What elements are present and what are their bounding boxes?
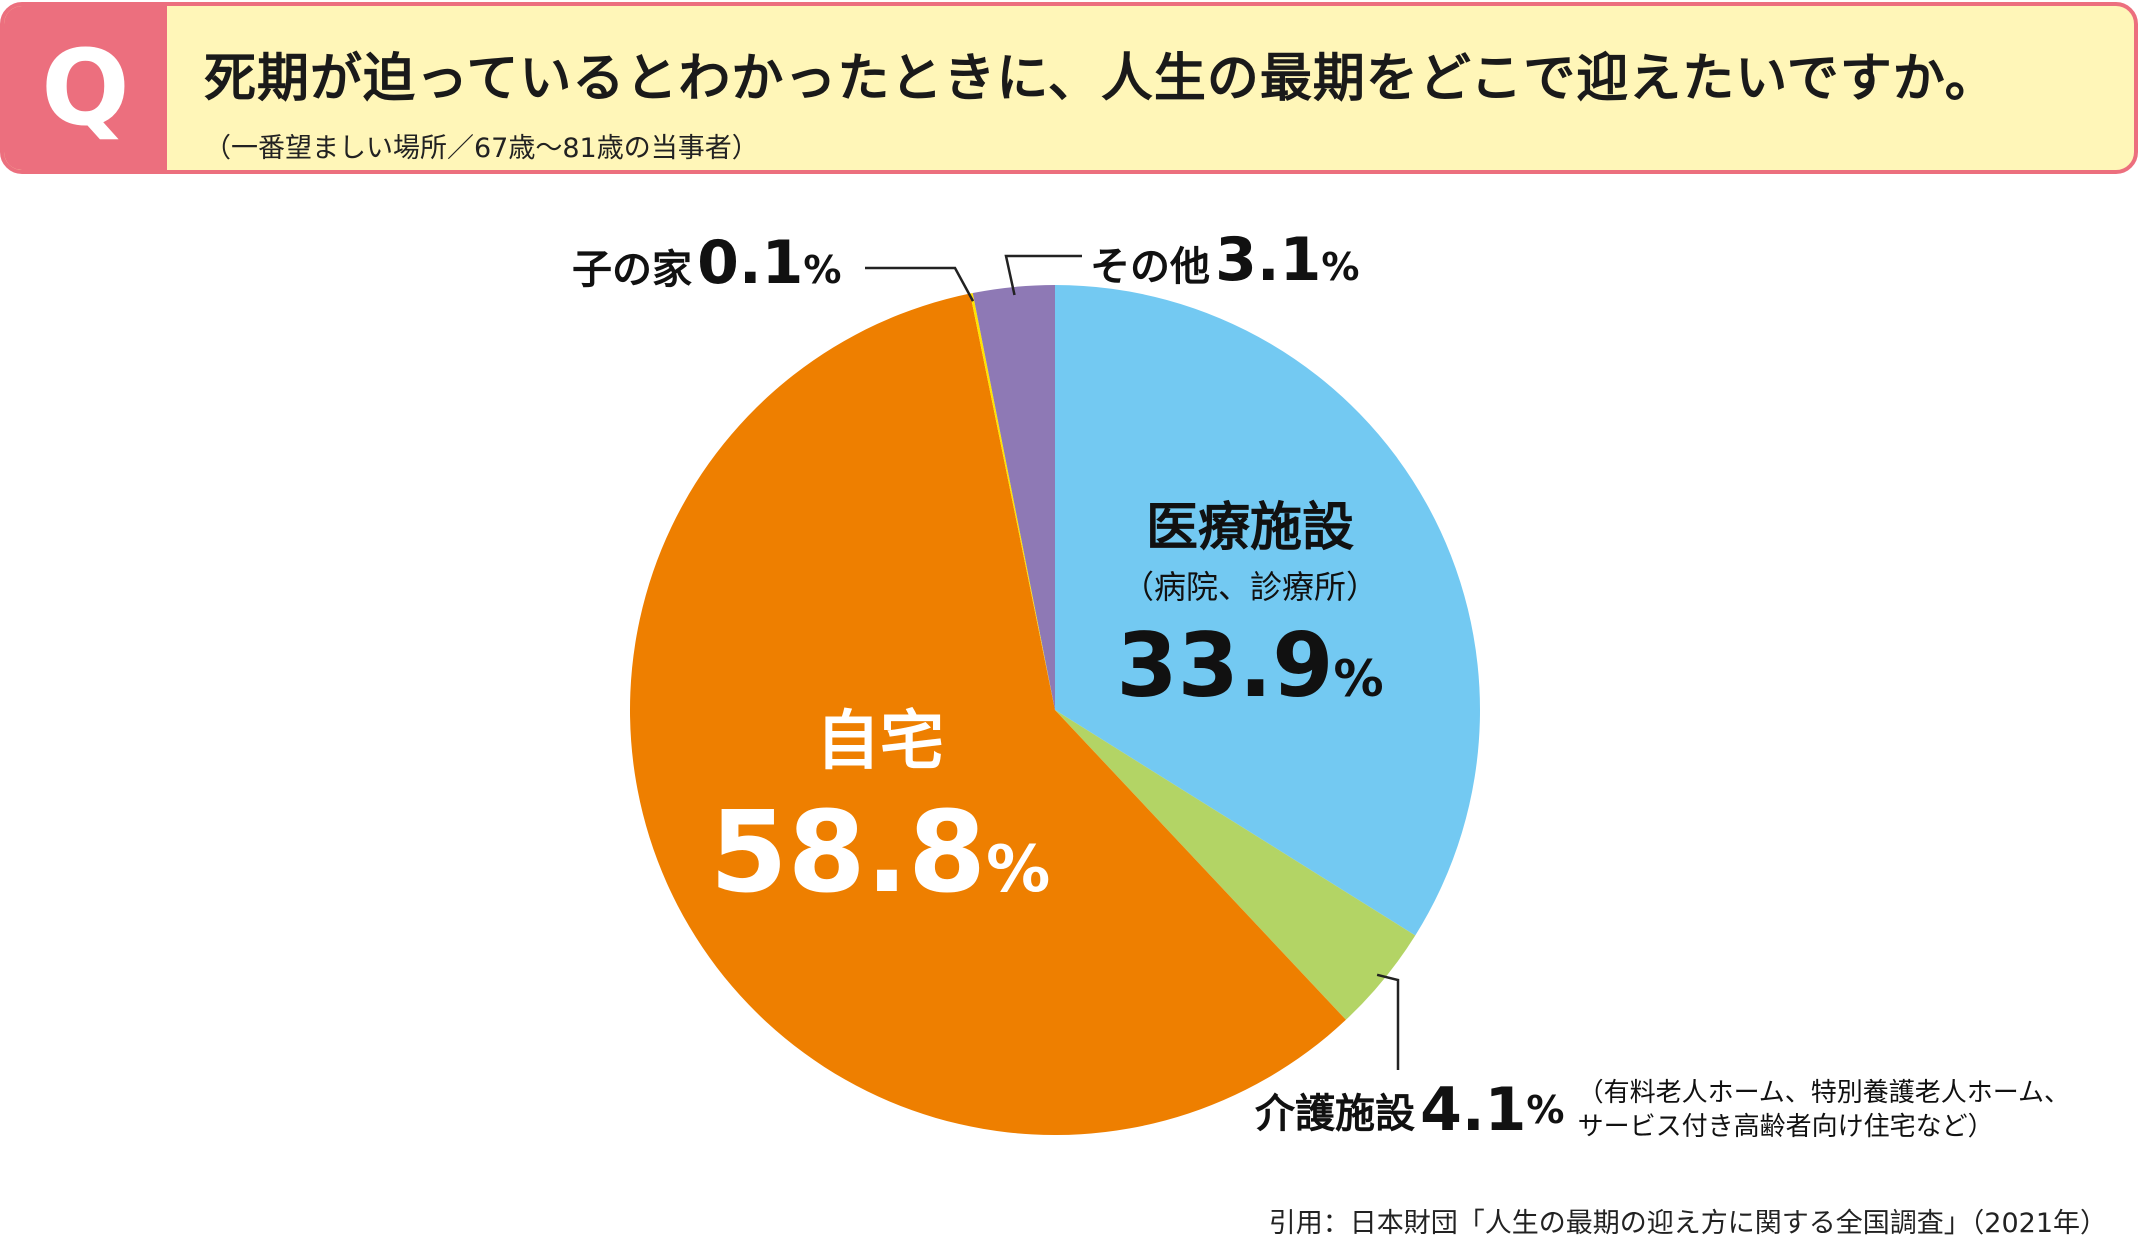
label-jitaku-pct: %	[986, 833, 1051, 907]
pie-slice-ko	[970, 293, 1055, 710]
label-kaigo-value: 4.1	[1420, 1075, 1527, 1145]
label-iryo-pct: %	[1333, 650, 1384, 708]
leader-line-ko	[865, 266, 975, 302]
pie-slice-iryo	[1055, 285, 1480, 936]
question-box: Q 死期が迫っているとわかったときに、人生の最期をどこで迎えたいですか。 （一番…	[0, 2, 2138, 174]
question-subtitle: （一番望ましい場所／67歳〜81歳の当事者）	[204, 133, 759, 164]
label-kaigo-note-1: （有料老人ホーム、特別養護老人ホーム、	[1577, 1078, 2071, 1108]
label-sonota-pct: %	[1321, 245, 1360, 289]
label-kaigo: 介護施設 4.1% （有料老人ホーム、特別養護老人ホーム、 サービス付き高齢者向…	[1255, 1075, 2070, 1145]
pie-slice-kaigo	[1055, 710, 1416, 1020]
question-mark: Q	[41, 27, 130, 149]
label-iryo-name: 医療施設	[1145, 498, 1354, 558]
question-tab: Q	[4, 6, 167, 170]
label-jitaku: 自宅 58.8%	[700, 690, 1060, 918]
label-sonota-value: 3.1	[1215, 225, 1322, 295]
source-citation: 引用：日本財団「人生の最期の迎え方に関する全国調査」（2021年）	[1268, 1208, 2107, 1239]
label-ko-pct: %	[803, 248, 842, 292]
label-kaigo-pct: %	[1526, 1088, 1565, 1132]
label-ko-value: 0.1	[697, 228, 804, 298]
label-kaigo-note-2: サービス付き高齢者向け住宅など）	[1577, 1112, 1994, 1142]
label-ko: 子の家 0.1%	[572, 228, 841, 298]
question-title: 死期が迫っているとわかったときに、人生の最期をどこで迎えたいですか。	[204, 49, 1998, 109]
label-kaigo-name: 介護施設	[1255, 1091, 1415, 1137]
label-ko-name: 子の家	[572, 247, 692, 293]
pie-slice-jitaku	[629, 293, 1346, 1135]
label-iryo-note: （病院、診療所）	[1121, 568, 1378, 606]
label-jitaku-value: 58.8	[709, 788, 987, 918]
label-iryo-value: 33.9	[1116, 614, 1334, 717]
pie-slice-sonota	[972, 285, 1055, 710]
label-sonota-name: その他	[1090, 244, 1210, 290]
label-sonota: その他 3.1%	[1090, 225, 1359, 295]
label-jitaku-name: 自宅	[816, 705, 944, 779]
label-iryo: 医療施設 （病院、診療所） 33.9%	[1105, 485, 1395, 717]
leader-line-kaigo	[1376, 973, 1400, 1070]
leader-line-sonota	[1004, 254, 1082, 296]
